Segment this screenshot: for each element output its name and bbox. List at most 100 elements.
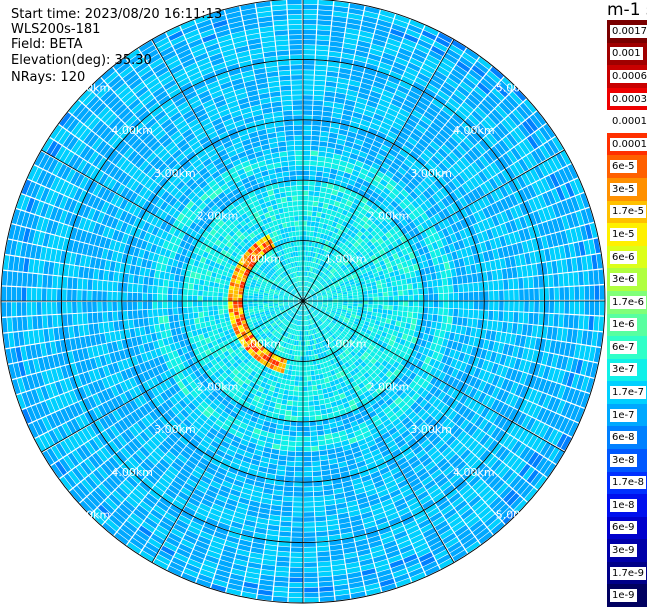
sweep-cell [406, 317, 412, 324]
sweep-cell [303, 145, 311, 151]
sweep-cell [519, 335, 527, 348]
sweep-cell [195, 395, 204, 404]
sweep-cell [102, 522, 117, 536]
sweep-cell [366, 219, 373, 226]
sweep-cell [379, 203, 387, 211]
sweep-cell [45, 399, 55, 414]
sweep-cell [518, 429, 530, 443]
sweep-cell [259, 352, 265, 358]
sweep-cell [473, 301, 479, 310]
sweep-cell [505, 209, 514, 221]
sweep-cell [207, 393, 216, 402]
sweep-cell [447, 376, 455, 386]
sweep-cell [295, 304, 300, 308]
sweep-cell [290, 312, 295, 317]
sweep-cell [316, 248, 320, 254]
sweep-cell [509, 193, 519, 206]
sweep-cell [390, 28, 405, 38]
sweep-cell [308, 314, 311, 320]
sweep-cell [338, 186, 346, 193]
sweep-cell [285, 410, 292, 416]
sweep-cell [323, 328, 328, 333]
sweep-cell [357, 189, 366, 197]
sweep-cell [394, 435, 404, 444]
sweep-cell [455, 325, 462, 334]
sweep-cell [366, 394, 374, 402]
sweep-cell [408, 529, 422, 540]
sweep-cell [463, 256, 470, 266]
sweep-cell [307, 309, 310, 315]
sweep-cell [387, 76, 401, 85]
sweep-cell [241, 382, 249, 390]
sweep-cell [538, 378, 547, 392]
sweep-cell [308, 391, 313, 396]
sweep-cell [410, 164, 420, 174]
sweep-cell [322, 172, 330, 178]
sweep-cell [333, 351, 339, 358]
sweep-cell [367, 233, 374, 241]
sweep-cell [294, 303, 299, 306]
sweep-cell [387, 484, 399, 494]
sweep-cell [240, 375, 247, 382]
sweep-cell [337, 229, 343, 236]
sweep-cell [421, 92, 434, 103]
sweep-cell [316, 212, 322, 218]
sweep-cell [323, 250, 328, 257]
sweep-cell [332, 390, 339, 397]
sweep-cell [303, 165, 310, 171]
sweep-cell [317, 389, 323, 395]
sweep-cell [501, 77, 516, 91]
sweep-cell [372, 81, 385, 90]
sweep-cell [36, 403, 46, 418]
sweep-cell [312, 303, 318, 306]
sweep-cell [273, 316, 278, 320]
sweep-cell [489, 66, 504, 80]
sweep-cell [343, 485, 354, 493]
sweep-cell [375, 564, 390, 573]
sweep-cell [303, 411, 310, 417]
sweep-cell [389, 271, 395, 278]
sweep-cell [464, 374, 473, 385]
sweep-cell [459, 171, 469, 182]
sweep-cell [122, 416, 132, 428]
sweep-cell [468, 440, 479, 452]
sweep-cell [304, 281, 306, 287]
sweep-cell [317, 161, 325, 167]
sweep-cell [390, 260, 397, 267]
sweep-cell [256, 418, 265, 425]
sweep-cell [478, 171, 488, 183]
sweep-cell [251, 344, 257, 351]
sweep-cell [305, 256, 308, 261]
sweep-cell [427, 280, 433, 288]
sweep-cell [226, 449, 236, 457]
sweep-cell [475, 527, 490, 541]
sweep-cell [503, 451, 515, 465]
sweep-cell [526, 349, 534, 362]
sweep-cell [219, 332, 225, 338]
sweep-cell [351, 70, 364, 78]
sweep-cell [263, 399, 271, 406]
sweep-cell [385, 457, 396, 467]
sweep-cell [316, 321, 321, 326]
sweep-cell [310, 272, 314, 278]
sweep-cell [390, 162, 400, 171]
sweep-cell [137, 420, 147, 431]
sweep-cell [263, 488, 274, 495]
sweep-cell [343, 368, 350, 375]
sweep-cell [433, 286, 439, 294]
sweep-cell [136, 465, 149, 477]
sweep-cell [311, 375, 316, 381]
sweep-cell [272, 365, 278, 371]
sweep-cell [100, 446, 112, 459]
sweep-cell [455, 360, 463, 370]
sweep-cell [564, 301, 570, 314]
sweep-cell [384, 113, 396, 122]
sweep-cell [365, 247, 372, 254]
sweep-cell [563, 273, 569, 287]
sweep-cell [364, 6, 380, 14]
sweep-cell [287, 451, 296, 457]
sweep-cell [454, 231, 462, 241]
sweep-cell [384, 355, 392, 363]
sweep-cell [303, 517, 315, 522]
sweep-cell [450, 268, 457, 277]
